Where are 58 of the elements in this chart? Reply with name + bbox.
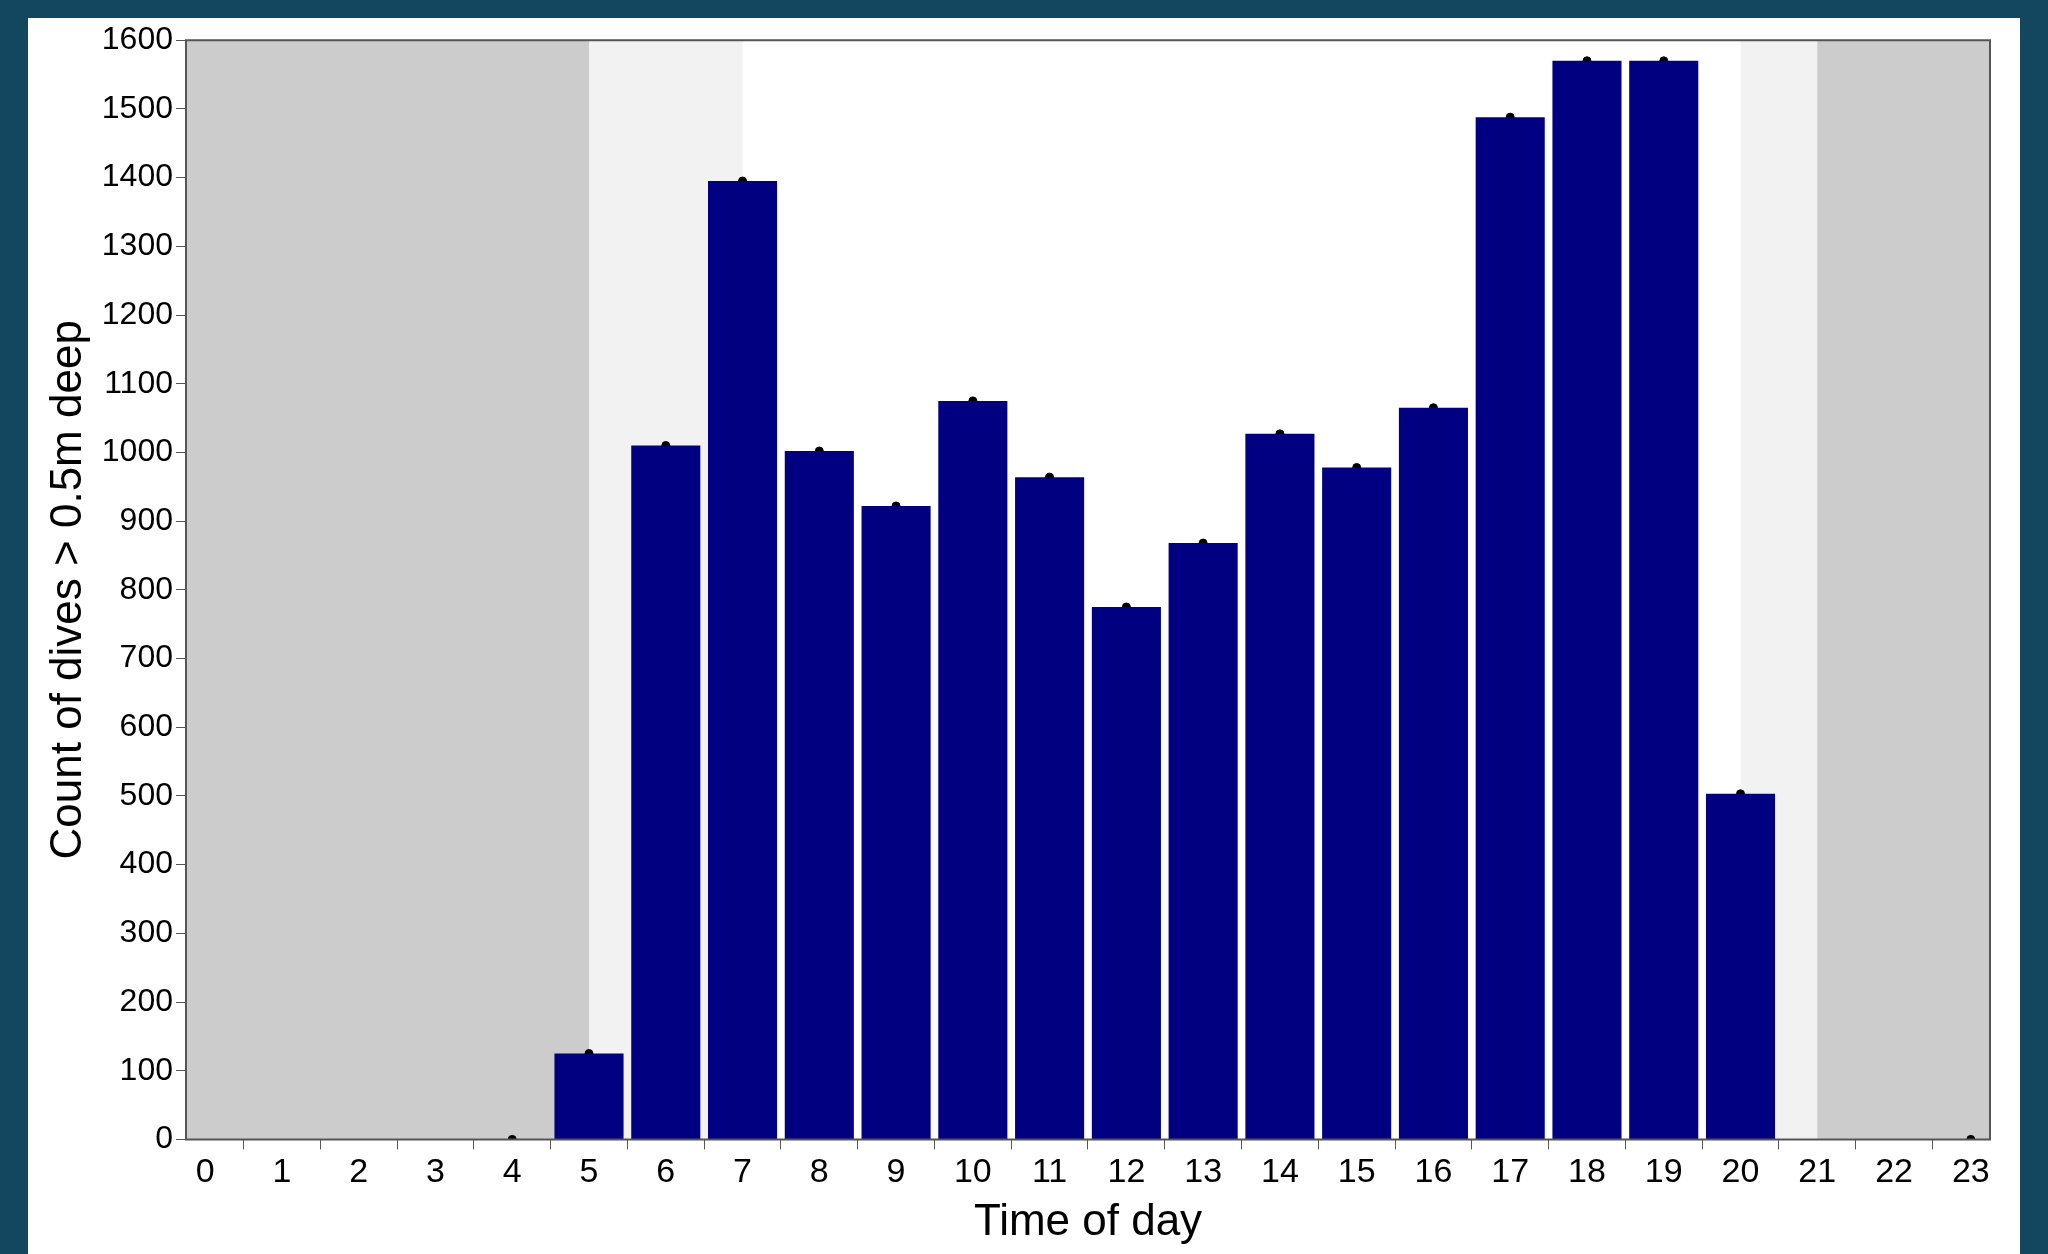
bar [631,445,701,1139]
bar [1168,543,1238,1139]
x-tick-label: 9 [886,1151,906,1190]
y-tick-label: 700 [119,638,173,675]
y-tick-label: 0 [155,1119,173,1156]
bar [784,451,854,1139]
bar [938,400,1008,1139]
bar [1245,433,1315,1139]
x-tick-label: 19 [1644,1151,1683,1190]
x-axis-title: Time of day [973,1194,1203,1244]
y-tick-label: 600 [119,707,173,744]
y-tick-label: 1600 [101,20,173,57]
y-tick-label: 1200 [101,294,173,331]
y-tick-label: 100 [119,1050,173,1087]
y-tick-label: 1500 [101,88,173,125]
bar [554,1053,624,1139]
x-tick-label: 21 [1798,1151,1837,1190]
x-tick-label: 2 [349,1151,369,1190]
y-tick-label: 900 [119,500,173,537]
x-tick-label: 0 [195,1151,215,1190]
x-tick-label: 10 [953,1151,992,1190]
y-tick-label: 800 [119,569,173,606]
bar [1475,117,1545,1139]
y-tick-label: 1100 [104,363,173,400]
bar [1398,407,1468,1139]
x-tick-label: 12 [1107,1151,1146,1190]
x-tick-label: 20 [1721,1151,1760,1190]
x-tick-label: 18 [1568,1151,1606,1190]
x-tick-label: 16 [1414,1151,1453,1190]
bar [1552,60,1622,1139]
x-tick-label: 22 [1875,1151,1913,1190]
x-tick-label: 8 [809,1151,829,1190]
x-tick-label: 5 [579,1151,599,1190]
x-tick-label: 23 [1951,1151,1990,1190]
y-tick-label: 1000 [101,432,173,469]
bar [1015,477,1085,1139]
x-tick-label: 13 [1184,1151,1223,1190]
y-tick-label: 500 [119,775,173,812]
x-tick-label: 3 [426,1151,445,1190]
y-axis-title: Count of dives > 0.5m deep [40,320,90,860]
bar [1091,606,1161,1139]
x-tick-label: 1 [272,1151,292,1190]
x-tick-label: 17 [1491,1151,1530,1190]
y-tick-label: 1300 [101,226,173,263]
y-tick-label: 1400 [101,157,173,194]
x-tick-label: 4 [502,1151,522,1190]
x-tick-label: 11 [1031,1151,1068,1190]
y-tick-label: 200 [119,981,173,1018]
bar [1705,793,1776,1139]
bar [1629,60,1699,1139]
x-tick-label: 14 [1261,1151,1299,1190]
x-tick-label: 15 [1337,1151,1376,1190]
x-tick-label: 7 [733,1151,753,1190]
x-tick-label: 6 [656,1151,676,1190]
y-tick-label: 300 [119,913,173,950]
bar [861,505,931,1139]
y-tick-label: 400 [119,844,173,881]
bar [1322,467,1392,1139]
